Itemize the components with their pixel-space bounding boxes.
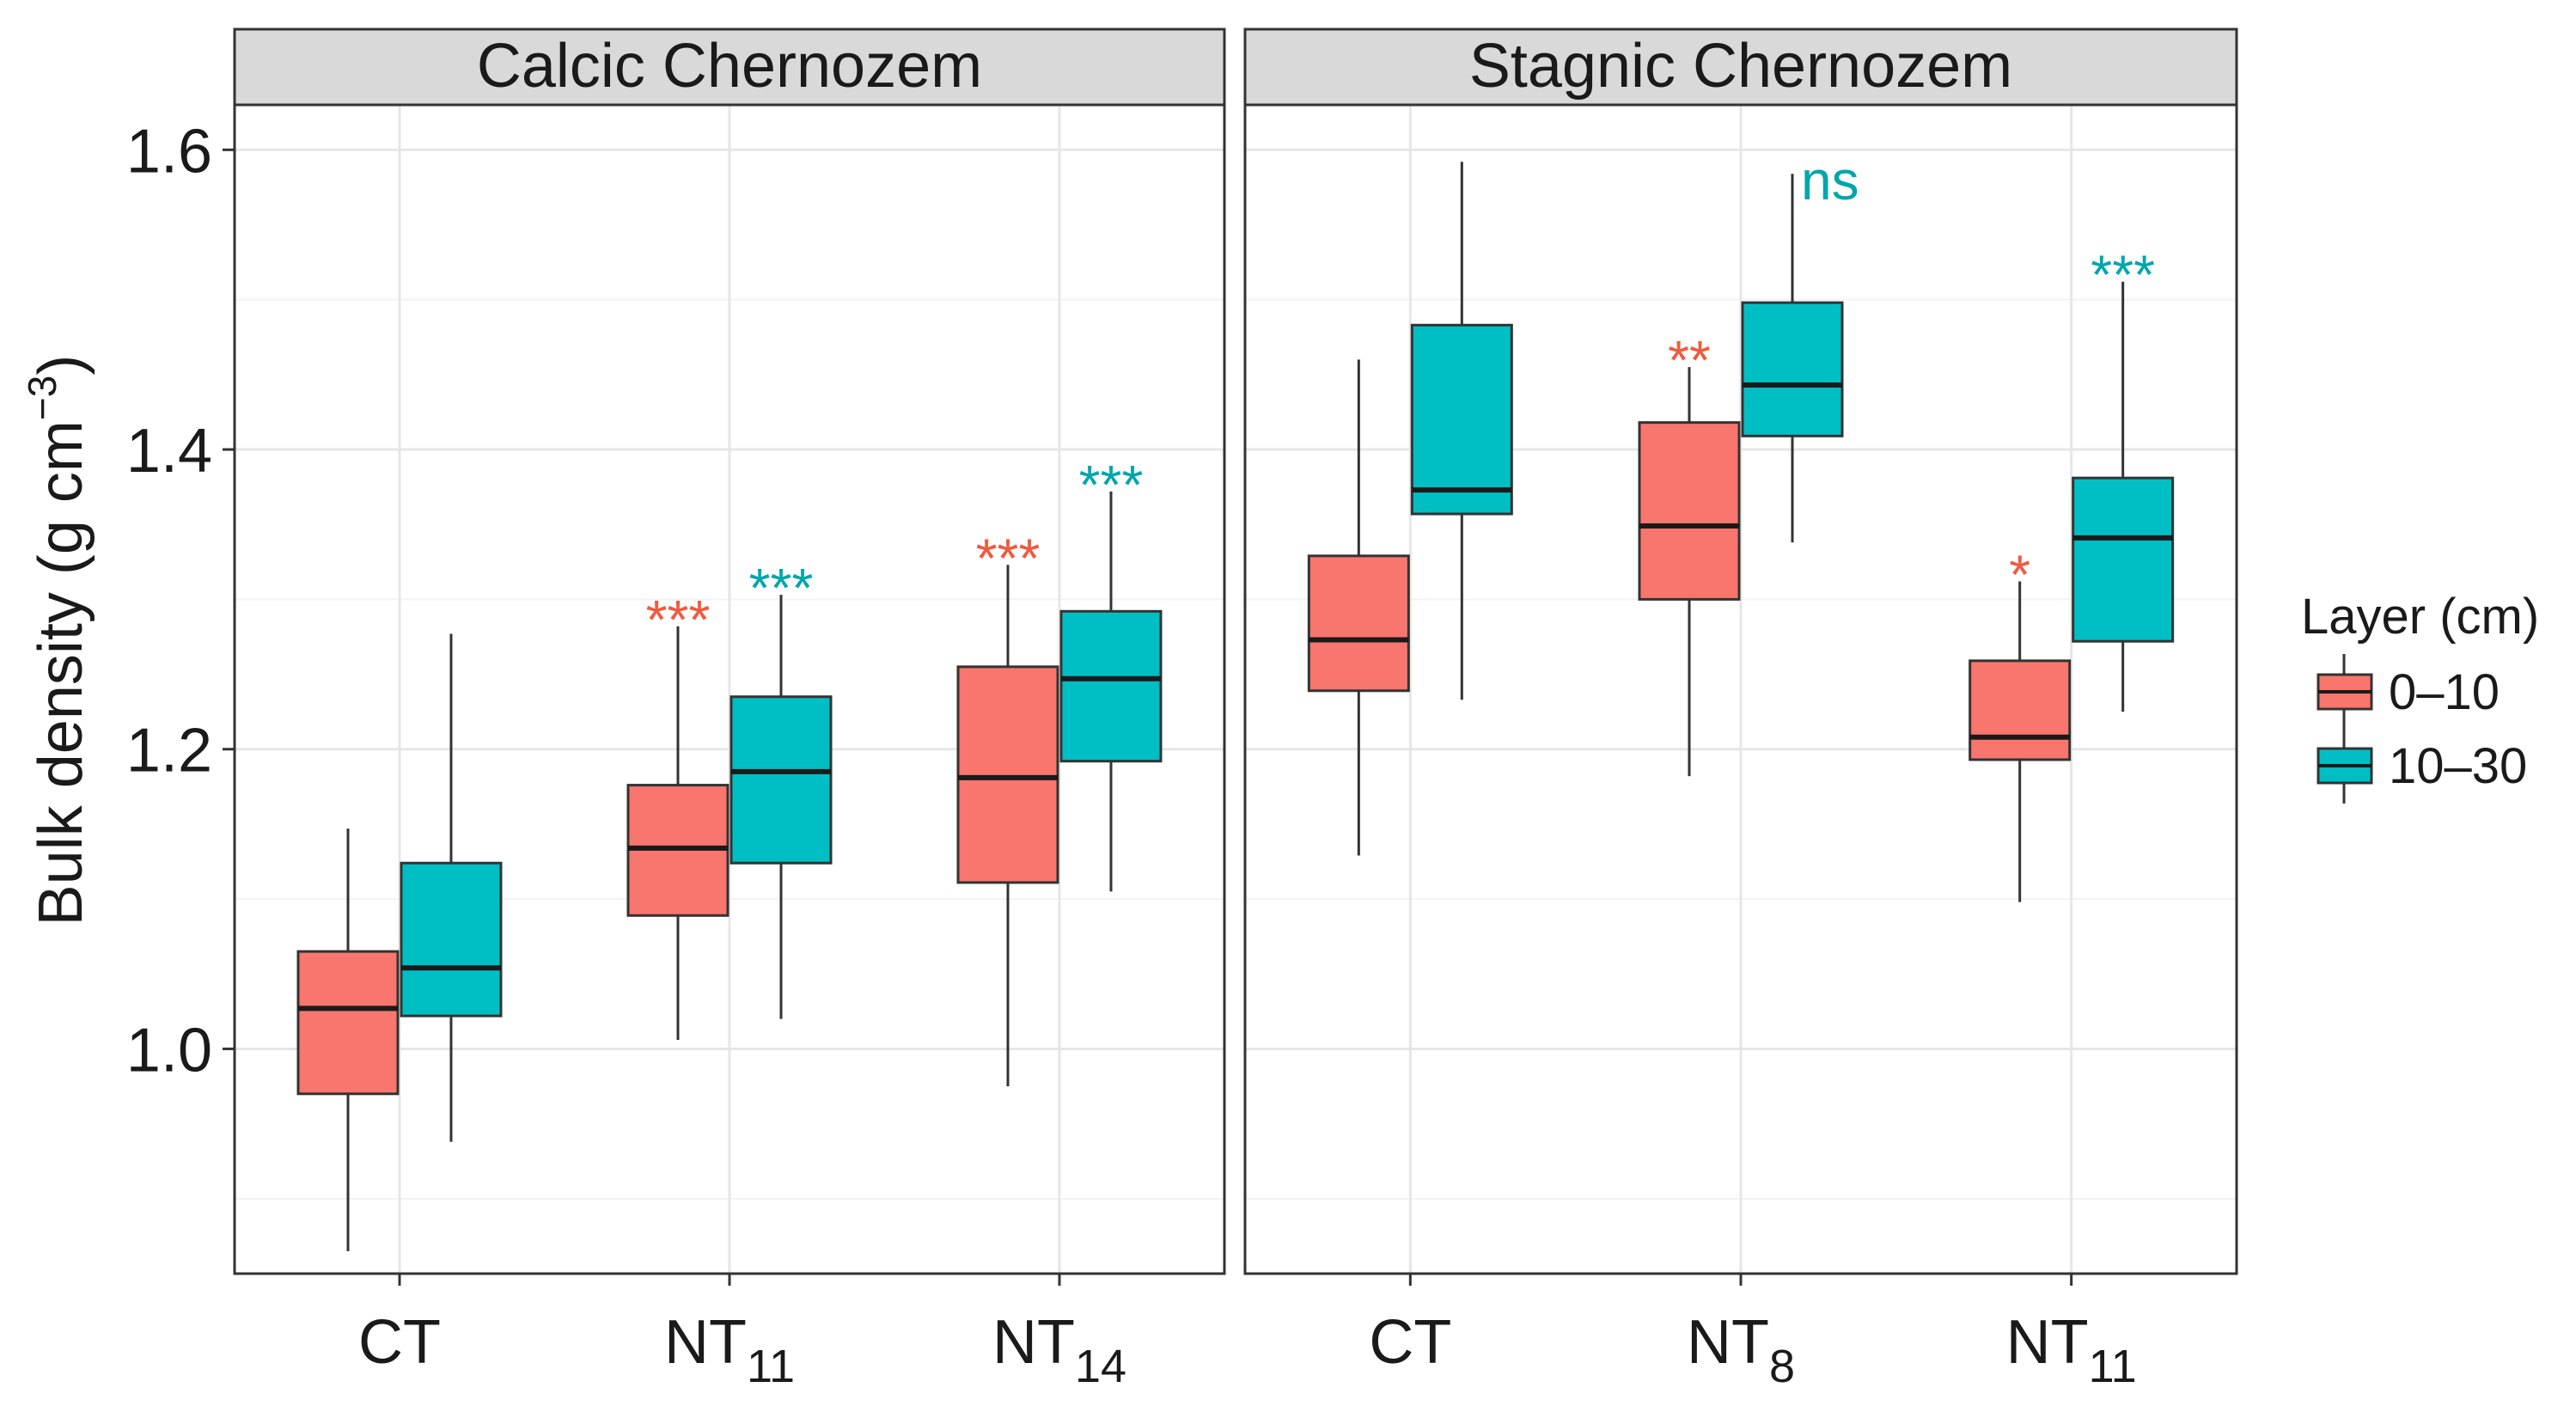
box-iqr (729, 695, 833, 865)
box-iqr (400, 861, 503, 1018)
box-NT14-layer_0_10: *** (956, 527, 1059, 1087)
box-iqr (1741, 301, 1844, 437)
significance-label: *** (646, 589, 711, 651)
significance-label: *** (749, 557, 814, 619)
box-CT-layer_10_30 (1410, 162, 1513, 700)
x-tick-label: NT14 (992, 1308, 1126, 1392)
significance-label: *** (2091, 244, 2155, 306)
x-tick-label: NT11 (2006, 1308, 2137, 1392)
box-iqr (296, 950, 400, 1096)
box-iqr (1638, 421, 1741, 601)
strip-title: Stagnic Chernozem (1469, 32, 2012, 101)
x-tick-label: CT (1369, 1308, 1451, 1377)
significance-label: ns (1801, 150, 1859, 211)
significance-label: *** (976, 527, 1041, 589)
box-iqr (1059, 609, 1163, 763)
strip-title: Calcic Chernozem (477, 32, 982, 101)
y-axis-title-superscript: −3 (20, 376, 64, 420)
legend: Layer (cm) 0–10 10–30 (2301, 589, 2539, 804)
strip-background (233, 28, 1226, 107)
legend-title: Layer (cm) (2301, 589, 2539, 645)
box-CT-layer_0_10 (1307, 359, 1410, 856)
y-axis-title: Bulk density (g cm−3) (20, 355, 95, 926)
significance-label: * (2009, 543, 2030, 605)
y-tick-label: 1.2 (126, 717, 212, 785)
box-NT11-layer_0_10: * (1969, 543, 2072, 902)
significance-label: ** (1668, 329, 1711, 391)
y-tick-label: 1.0 (126, 1016, 212, 1085)
box-NT14-layer_10_30: *** (1059, 454, 1163, 892)
box-iqr (956, 665, 1059, 884)
box-CT-layer_0_10 (296, 828, 400, 1251)
y-tick-label: 1.6 (126, 117, 212, 186)
x-tick-label: NT11 (664, 1308, 795, 1392)
panel-1: CT *** *** NT11 *** *** NT14 Calcic Chernozem (233, 28, 1226, 1392)
legend-label: 0–10 (2389, 664, 2500, 720)
y-axis-title-close: ) (27, 355, 95, 376)
significance-label: *** (1079, 454, 1144, 516)
box-CT-layer_10_30 (400, 633, 503, 1142)
x-tick-label: CT (358, 1308, 441, 1377)
strip-background (1243, 28, 2238, 107)
box-NT11-layer_10_30: *** (2072, 244, 2175, 712)
box-NT8-layer_0_10: ** (1638, 329, 1741, 777)
x-tick-label: NT8 (1687, 1308, 1795, 1392)
box-NT11-layer_10_30: *** (729, 557, 833, 1019)
box-iqr (1307, 554, 1410, 693)
box-NT11-layer_0_10: *** (626, 589, 729, 1040)
box-iqr (2072, 476, 2175, 643)
y-tick-label: 1.4 (126, 417, 212, 486)
box-iqr (1410, 323, 1513, 516)
y-axis-title-base: Bulk density (g cm (27, 420, 95, 926)
legend-label: 10–30 (2389, 738, 2527, 794)
box-NT8-layer_10_30: ns (1741, 150, 1859, 543)
box-iqr (1969, 659, 2072, 761)
